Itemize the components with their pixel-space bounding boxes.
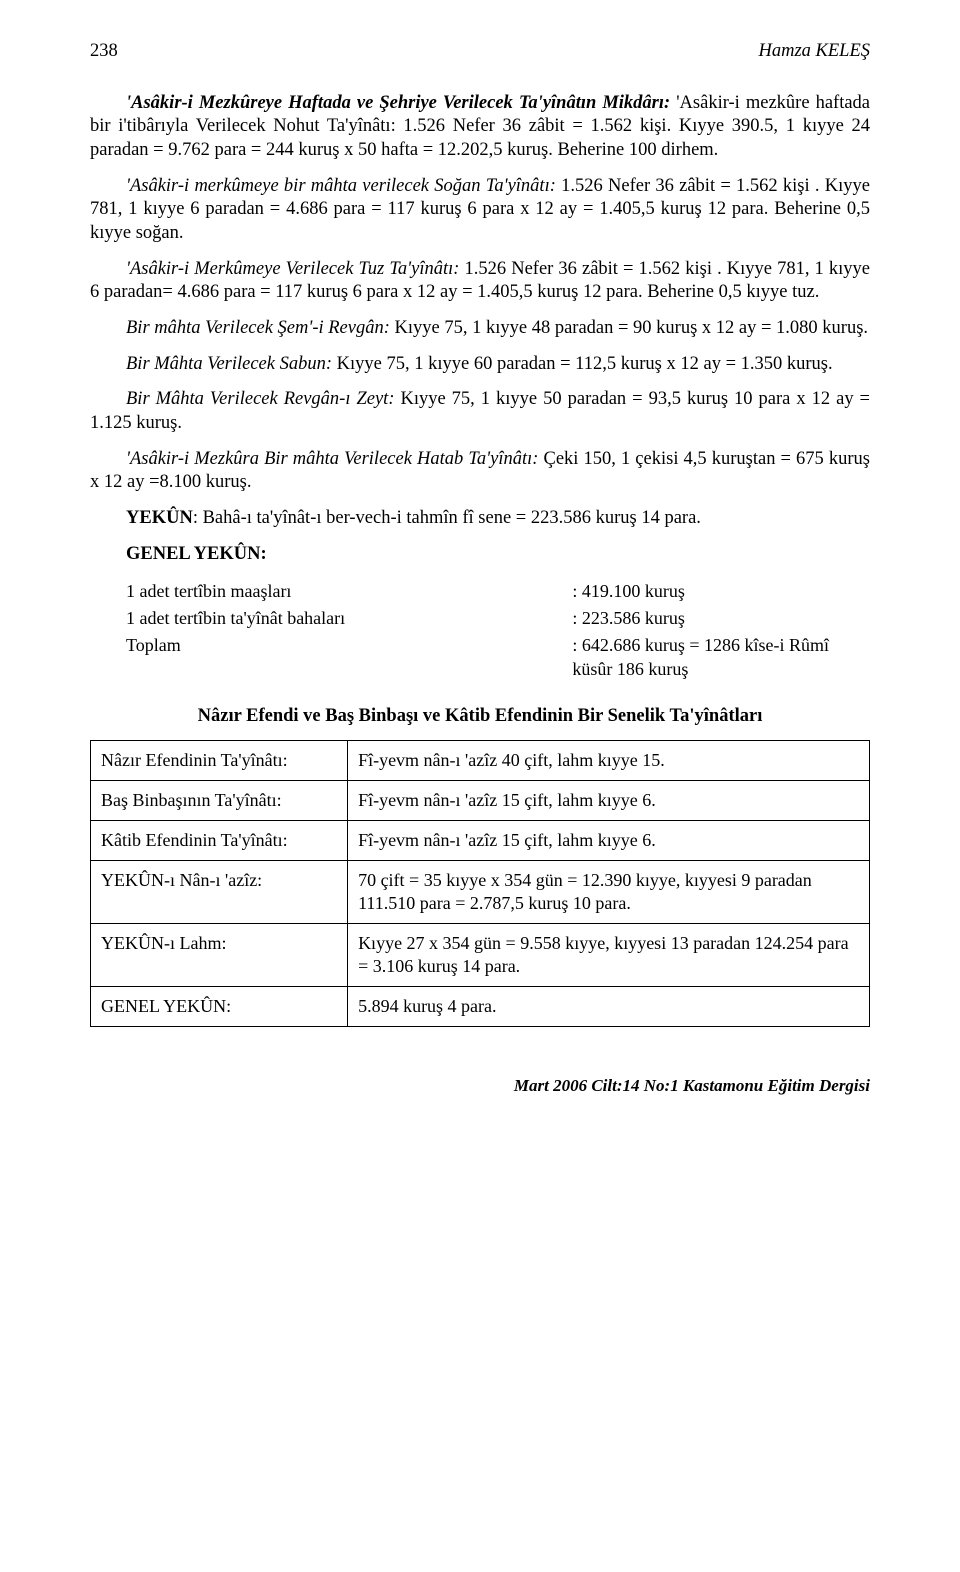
table-cell-value: Fî-yevm nân-ı 'azîz 40 çift, lahm kıyye … xyxy=(348,741,870,781)
p7-title: 'Asâkir-i Mezkûra Bir mâhta Verilecek Ha… xyxy=(126,449,538,469)
p6-title: Bir Mâhta Verilecek Revgân-ı Zeyt: xyxy=(126,389,394,409)
page-header: 238 Hamza KELEŞ xyxy=(90,40,870,64)
summary-value: : 223.586 kuruş xyxy=(572,605,870,632)
paragraph-3: 'Asâkir-i Merkûmeye Verilecek Tuz Ta'yîn… xyxy=(90,258,870,305)
allocation-table: Nâzır Efendinin Ta'yînâtı: Fî-yevm nân-ı… xyxy=(90,740,870,1027)
p3-title: 'Asâkir-i Merkûmeye Verilecek Tuz Ta'yîn… xyxy=(126,259,459,279)
paragraph-5: Bir Mâhta Verilecek Sabun: Kıyye 75, 1 k… xyxy=(90,353,870,377)
summary-label: 1 adet tertîbin ta'yînât bahaları xyxy=(126,605,572,632)
table-cell-label: Nâzır Efendinin Ta'yînâtı: xyxy=(91,741,348,781)
paragraph-1: 'Asâkir-i Mezkûreye Haftada ve Şehriye V… xyxy=(90,92,870,163)
table-cell-value: 70 çift = 35 kıyye x 354 gün = 12.390 kı… xyxy=(348,861,870,924)
p8-bold: YEKÛN xyxy=(126,508,193,528)
paragraph-2: 'Asâkir-i merkûmeye bir mâhta verilecek … xyxy=(90,175,870,246)
p4-title: Bir mâhta Verilecek Şem'-i Revgân: xyxy=(126,318,390,338)
table-cell-label: GENEL YEKÛN: xyxy=(91,987,348,1027)
journal-footer: Mart 2006 Cilt:14 No:1 Kastamonu Eğitim … xyxy=(90,1075,870,1097)
p4-body: Kıyye 75, 1 kıyye 48 paradan = 90 kuruş … xyxy=(390,318,868,338)
summary-row: 1 adet tertîbin ta'yînât bahaları : 223.… xyxy=(126,605,870,632)
table-row: YEKÛN-ı Nân-ı 'azîz: 70 çift = 35 kıyye … xyxy=(91,861,870,924)
table-cell-value: 5.894 kuruş 4 para. xyxy=(348,987,870,1027)
summary-value: : 419.100 kuruş xyxy=(572,578,870,605)
p8-body: : Bahâ-ı ta'yînât-ı ber-vech-i tahmîn fî… xyxy=(193,508,701,528)
table-cell-value: Fî-yevm nân-ı 'azîz 15 çift, lahm kıyye … xyxy=(348,781,870,821)
section-heading: Nâzır Efendi ve Baş Binbaşı ve Kâtib Efe… xyxy=(90,705,870,729)
summary-value: : 642.686 kuruş = 1286 kîse-i Rûmî küsûr… xyxy=(572,632,870,682)
summary-row: 1 adet tertîbin maaşları : 419.100 kuruş xyxy=(126,578,870,605)
table-cell-value: Fî-yevm nân-ı 'azîz 15 çift, lahm kıyye … xyxy=(348,821,870,861)
table-cell-label: Kâtib Efendinin Ta'yînâtı: xyxy=(91,821,348,861)
table-row: YEKÛN-ı Lahm: Kıyye 27 x 354 gün = 9.558… xyxy=(91,924,870,987)
table-cell-label: YEKÛN-ı Lahm: xyxy=(91,924,348,987)
page-number: 238 xyxy=(90,40,118,64)
paragraph-6: Bir Mâhta Verilecek Revgân-ı Zeyt: Kıyye… xyxy=(90,388,870,435)
table-row: GENEL YEKÛN: 5.894 kuruş 4 para. xyxy=(91,987,870,1027)
genel-yekun-label: GENEL YEKÛN: xyxy=(90,543,870,567)
paragraph-7: 'Asâkir-i Mezkûra Bir mâhta Verilecek Ha… xyxy=(90,448,870,495)
author-name: Hamza KELEŞ xyxy=(758,40,870,64)
table-row: Kâtib Efendinin Ta'yînâtı: Fî-yevm nân-ı… xyxy=(91,821,870,861)
p5-title: Bir Mâhta Verilecek Sabun: xyxy=(126,354,332,374)
table-cell-label: YEKÛN-ı Nân-ı 'azîz: xyxy=(91,861,348,924)
p2-title: 'Asâkir-i merkûmeye bir mâhta verilecek … xyxy=(126,176,556,196)
table-row: Nâzır Efendinin Ta'yînâtı: Fî-yevm nân-ı… xyxy=(91,741,870,781)
summary-label: Toplam xyxy=(126,632,572,682)
table-row: Baş Binbaşının Ta'yînâtı: Fî-yevm nân-ı … xyxy=(91,781,870,821)
paragraph-4: Bir mâhta Verilecek Şem'-i Revgân: Kıyye… xyxy=(90,317,870,341)
table-cell-label: Baş Binbaşının Ta'yînâtı: xyxy=(91,781,348,821)
table-cell-value: Kıyye 27 x 354 gün = 9.558 kıyye, kıyyes… xyxy=(348,924,870,987)
paragraph-8: YEKÛN: Bahâ-ı ta'yînât-ı ber-vech-i tahm… xyxy=(90,507,870,531)
summary-list: 1 adet tertîbin maaşları : 419.100 kuruş… xyxy=(126,578,870,682)
summary-row: Toplam : 642.686 kuruş = 1286 kîse-i Rûm… xyxy=(126,632,870,682)
p5-body: Kıyye 75, 1 kıyye 60 paradan = 112,5 kur… xyxy=(332,354,833,374)
p1-title: 'Asâkir-i Mezkûreye Haftada ve Şehriye V… xyxy=(126,93,670,113)
summary-label: 1 adet tertîbin maaşları xyxy=(126,578,572,605)
